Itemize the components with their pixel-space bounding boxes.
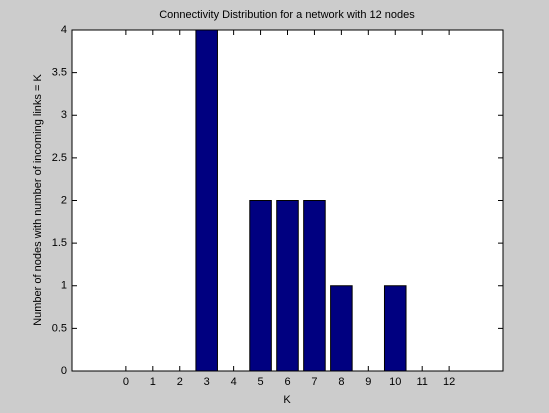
x-axis-label: K [283,394,291,406]
bar [276,200,299,372]
bar [303,200,326,372]
x-tick-label: 11 [416,376,427,388]
bar [383,285,407,372]
y-tick-label: 3.5 [52,67,67,79]
y-tick-label: 2.5 [52,152,67,164]
x-tick-label: 4 [231,376,237,388]
x-tick-label: 1 [150,376,156,388]
x-tick-label: 10 [389,376,401,388]
x-tick-label: 5 [258,376,264,388]
axes-frame [71,29,504,372]
x-tick-label: 8 [338,376,344,388]
bar [330,285,353,372]
y-tick-label: 1 [61,280,67,292]
bar [249,200,272,372]
x-tick-label: 12 [443,376,455,388]
y-tick-label: 3 [61,109,67,121]
y-tick-label: 1.5 [52,237,67,249]
x-tick-label: 7 [311,376,317,388]
x-tick-label: 2 [177,376,183,388]
x-tick-label: 9 [365,376,371,388]
y-tick-label: 2 [61,194,67,206]
x-tick-label: 0 [123,376,129,388]
chart-title: Connectivity Distribution for a network … [159,9,415,21]
y-axis-label: Number of nodes with number of incoming … [32,74,44,326]
bar [195,29,218,372]
y-tick-label: 4 [61,24,67,36]
x-tick-label: 6 [284,376,290,388]
y-tick-label: 0.5 [52,322,67,334]
x-tick-label: 3 [204,376,210,388]
y-tick-label: 0 [61,365,67,377]
